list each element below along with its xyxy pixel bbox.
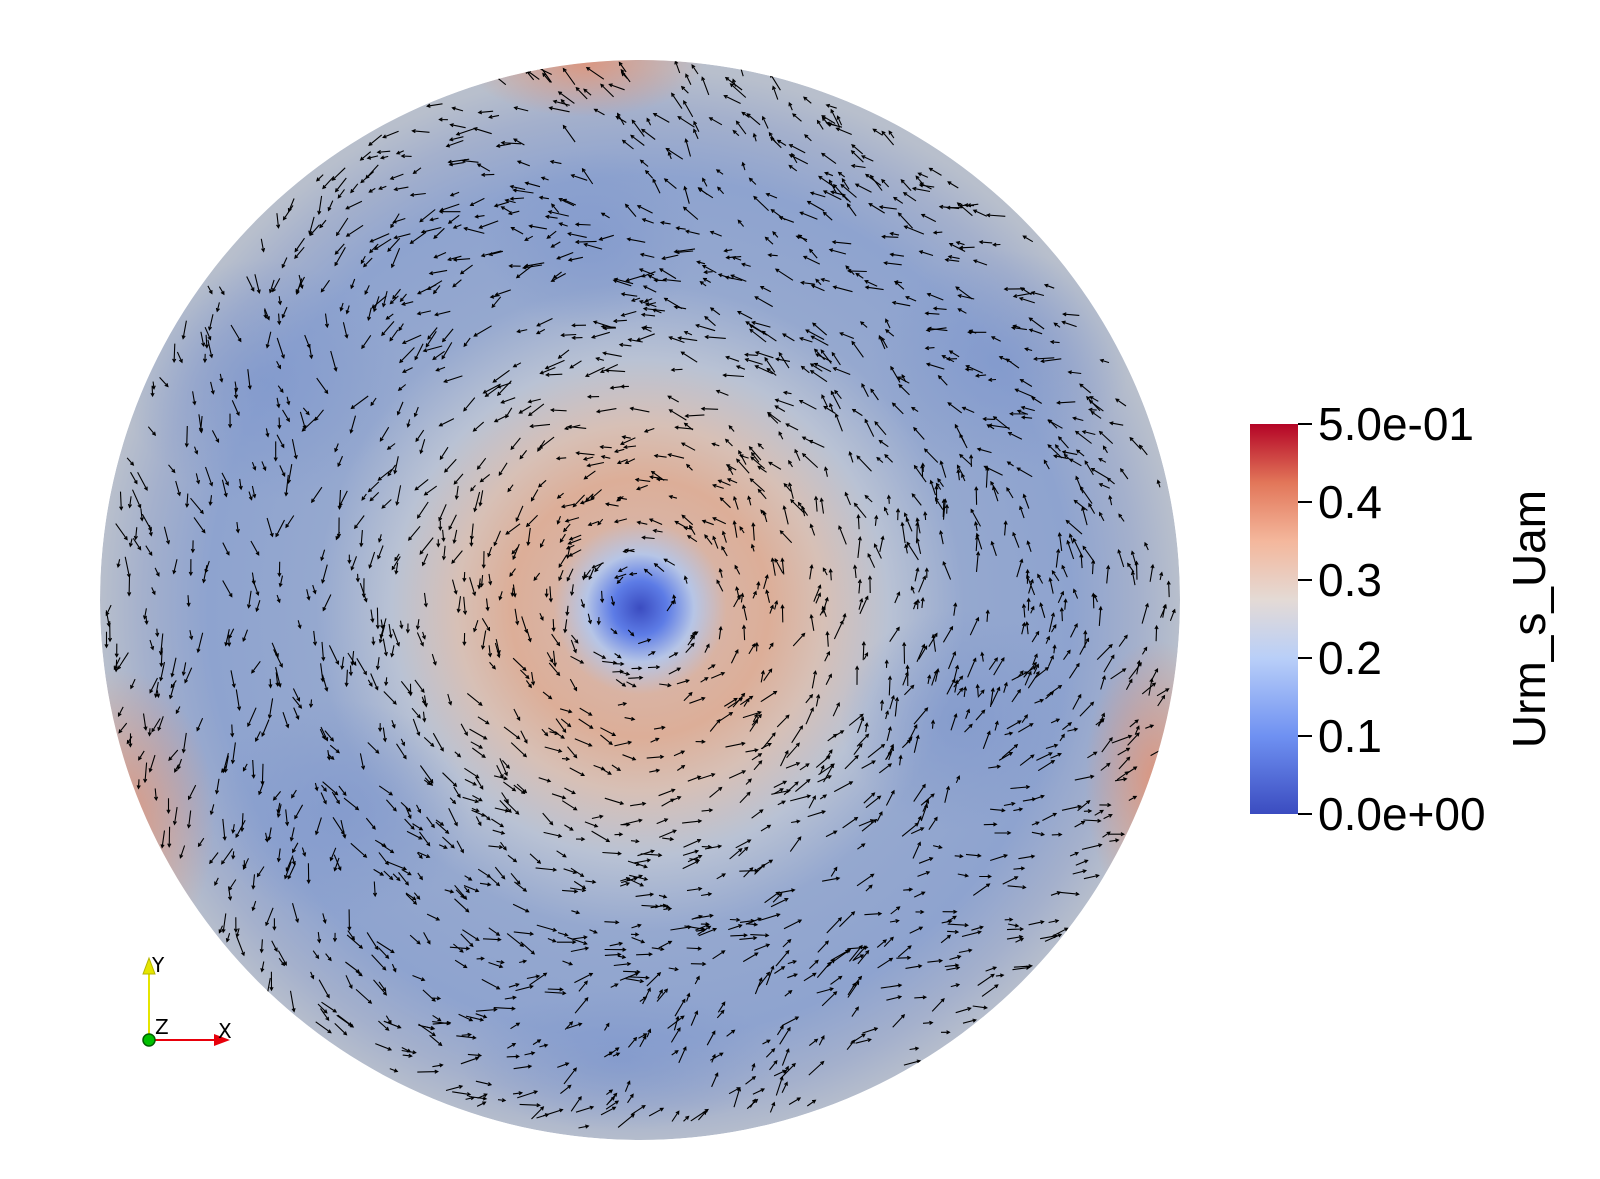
legend-tick-label: 0.2 [1318, 632, 1382, 684]
legend-tick-label: 0.4 [1318, 476, 1382, 528]
color-legend-ticks: 5.0e-01 0.4 0.3 0.2 0.1 0.0e+00 [1298, 398, 1486, 840]
x-axis-arrow-icon [214, 1034, 230, 1046]
legend-tick-label: 0.3 [1318, 554, 1382, 606]
color-legend-title: Urm_s_Uam [1503, 490, 1555, 748]
x-axis-label: X [218, 1019, 232, 1043]
legend-tick-label: 5.0e-01 [1318, 398, 1474, 450]
color-legend: 5.0e-01 0.4 0.3 0.2 0.1 0.0e+00 Urm_s_Uam [1250, 398, 1555, 840]
orientation-axes: Y X Z [142, 953, 232, 1047]
velocity-glyphs [104, 60, 1176, 1129]
disc-surface [100, 60, 1180, 1140]
z-axis-dot-icon [142, 1033, 156, 1047]
z-axis-label: Z [155, 1015, 169, 1039]
y-axis-arrow-icon [142, 956, 156, 975]
y-axis-label: Y [151, 953, 165, 977]
legend-tick-label: 0.1 [1318, 710, 1382, 762]
legend-tick-label: 0.0e+00 [1318, 788, 1486, 840]
color-legend-bar [1250, 424, 1298, 814]
